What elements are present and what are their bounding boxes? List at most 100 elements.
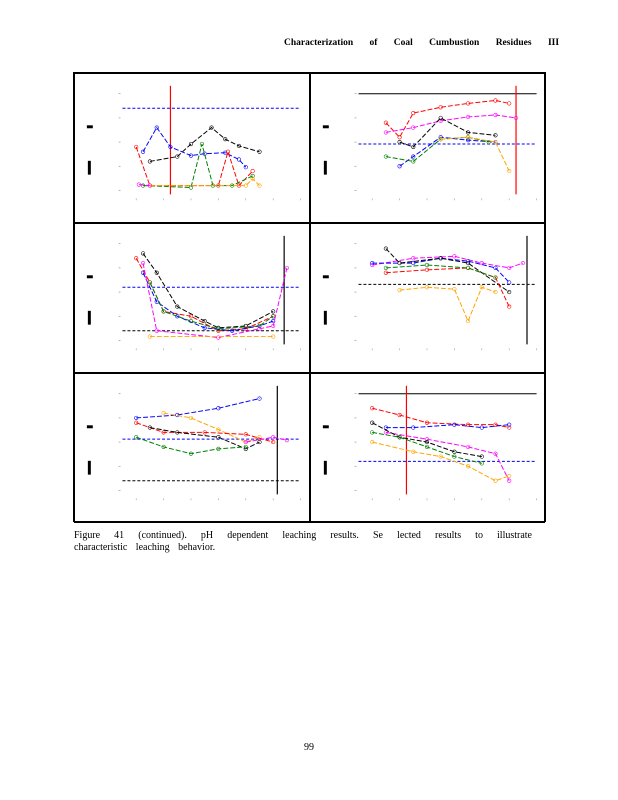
axis-label-mark — [87, 460, 91, 475]
data-point — [202, 319, 207, 324]
data-point — [175, 314, 180, 319]
data-point — [216, 435, 221, 440]
chart-2 — [322, 85, 537, 201]
data-point — [506, 422, 511, 427]
data-point — [383, 154, 388, 159]
data-point — [271, 314, 276, 319]
data-point — [438, 454, 443, 459]
data-point — [397, 435, 402, 440]
data-point — [161, 430, 166, 435]
data-point — [257, 435, 262, 440]
chart-6 — [322, 385, 537, 501]
series-line-red — [371, 407, 509, 429]
data-point — [383, 265, 388, 270]
data-point — [465, 265, 470, 270]
data-point — [236, 143, 242, 149]
data-point — [188, 185, 194, 190]
axis-label-mark — [323, 310, 327, 325]
data-point — [134, 435, 139, 440]
data-point — [492, 140, 498, 145]
series-line-blue — [371, 257, 510, 283]
data-point — [243, 165, 248, 170]
data-point — [136, 182, 142, 187]
series-line-red — [135, 146, 253, 187]
data-point — [147, 159, 152, 164]
data-point — [216, 326, 221, 331]
series-line-black — [385, 248, 509, 293]
data-point — [154, 328, 159, 333]
data-point — [216, 427, 221, 432]
data-point — [479, 425, 484, 430]
data-point — [369, 430, 374, 435]
data-point — [161, 410, 166, 416]
data-point — [223, 150, 228, 155]
series-line-green — [149, 282, 274, 330]
series-line-blue — [385, 424, 509, 429]
data-point — [397, 260, 402, 266]
data-point — [451, 287, 456, 292]
data-point — [397, 140, 402, 145]
data-point — [147, 280, 152, 285]
data-point — [438, 256, 443, 261]
data-point — [369, 420, 374, 425]
data-point — [271, 319, 276, 324]
data-point — [284, 438, 289, 443]
data-point — [492, 478, 498, 483]
data-point — [506, 304, 511, 309]
data-point — [506, 265, 511, 270]
data-point — [424, 437, 429, 442]
data-point — [140, 260, 146, 266]
chart-3 — [86, 235, 301, 351]
data-point — [257, 326, 262, 331]
data-point — [250, 173, 255, 178]
data-point — [134, 256, 139, 261]
data-point — [465, 444, 470, 449]
series-line-red — [136, 422, 274, 443]
data-point — [243, 183, 248, 188]
series-line-blue — [142, 272, 274, 332]
series-line-black — [371, 422, 482, 458]
data-point — [225, 149, 231, 154]
data-point — [271, 334, 276, 339]
data-point — [465, 130, 470, 135]
data-point — [397, 412, 402, 418]
chart-4 — [322, 235, 537, 351]
axis-label-mark — [86, 425, 93, 429]
axis-label-mark — [323, 160, 327, 175]
data-point — [271, 435, 276, 440]
data-point — [209, 125, 214, 130]
data-point — [424, 440, 429, 445]
axis-label-mark — [323, 460, 327, 475]
data-point — [188, 451, 194, 456]
series-line-red — [135, 257, 274, 332]
data-point — [492, 290, 498, 295]
data-point — [492, 451, 498, 456]
data-point — [506, 169, 511, 174]
data-point — [397, 135, 402, 140]
data-point — [188, 153, 194, 158]
data-point — [188, 141, 194, 147]
series-line-magenta — [371, 255, 523, 269]
figure-41 — [73, 72, 546, 523]
axis-label-mark — [322, 125, 329, 129]
data-point — [506, 280, 511, 285]
series-line-blue — [398, 136, 496, 167]
data-point — [243, 323, 248, 328]
data-point — [410, 425, 415, 430]
data-point — [410, 144, 415, 149]
series-line-black — [149, 427, 260, 450]
data-point — [451, 449, 456, 454]
data-point — [492, 265, 498, 270]
data-point — [154, 125, 159, 130]
data-point — [410, 159, 415, 164]
data-point — [506, 425, 511, 430]
data-point — [369, 260, 374, 266]
data-point — [451, 454, 456, 459]
data-point — [250, 176, 255, 181]
data-point — [161, 444, 166, 449]
data-point — [492, 98, 498, 103]
data-point — [513, 115, 518, 120]
data-point — [479, 260, 484, 266]
series-line-orange — [163, 412, 260, 443]
